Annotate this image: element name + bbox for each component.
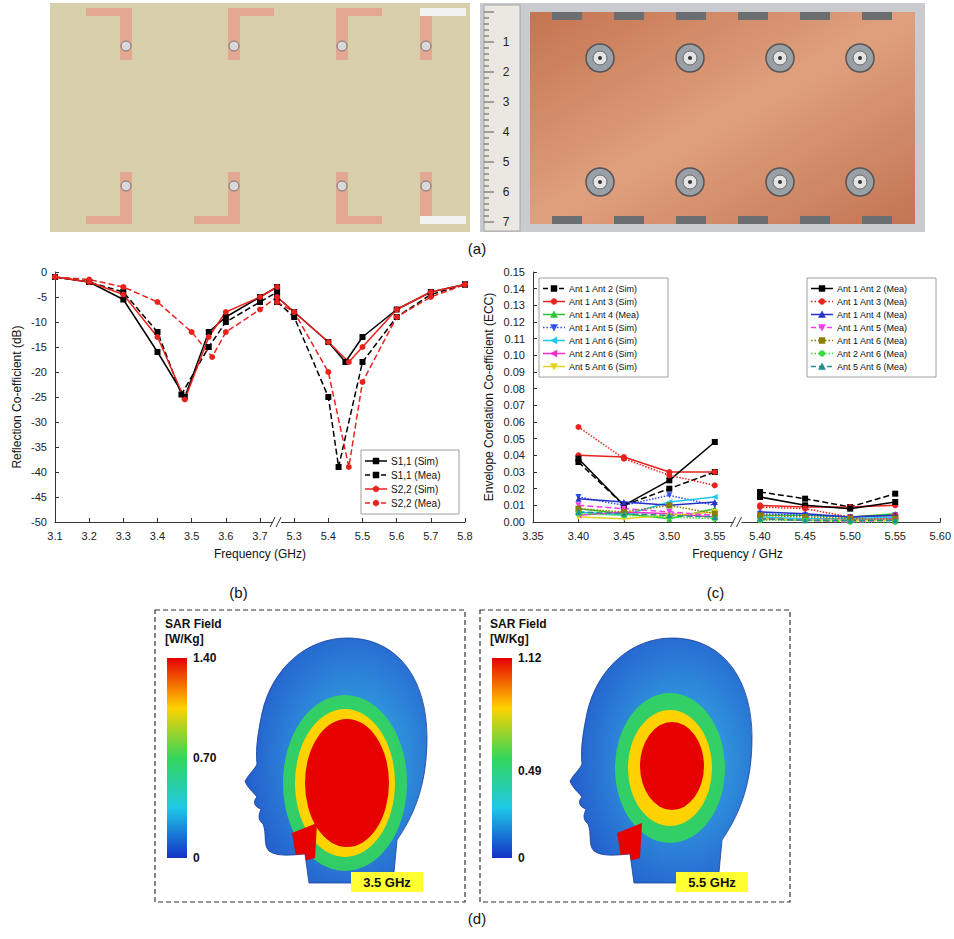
- svg-text:6: 6: [503, 185, 510, 199]
- svg-text:-40: -40: [31, 466, 47, 478]
- svg-text:0: 0: [41, 266, 47, 278]
- svg-text:-50: -50: [31, 516, 47, 528]
- svg-text:Ant 5 Ant 6 (Sim): Ant 5 Ant 6 (Sim): [569, 362, 637, 372]
- svg-text:SAR Field: SAR Field: [490, 617, 547, 631]
- svg-text:3: 3: [503, 95, 510, 109]
- svg-text:1.12: 1.12: [518, 651, 542, 665]
- svg-text:0.01: 0.01: [504, 499, 525, 511]
- svg-text:5.5 GHz: 5.5 GHz: [688, 875, 736, 890]
- svg-text:5.4: 5.4: [321, 530, 336, 542]
- svg-text:5.6: 5.6: [389, 530, 404, 542]
- svg-text:3.6: 3.6: [218, 530, 233, 542]
- svg-text:3.45: 3.45: [613, 530, 634, 542]
- svg-text:-15: -15: [31, 341, 47, 353]
- svg-text:5.60: 5.60: [930, 530, 951, 542]
- svg-text:5.5: 5.5: [355, 530, 370, 542]
- svg-text:5.7: 5.7: [423, 530, 438, 542]
- svg-text:Ant 1 Ant 4 (Mea): Ant 1 Ant 4 (Mea): [569, 310, 639, 320]
- svg-text:1.40: 1.40: [193, 651, 217, 665]
- svg-text:0.10: 0.10: [504, 349, 525, 361]
- svg-text:Ant 1 Ant 3 (Sim): Ant 1 Ant 3 (Sim): [569, 297, 637, 307]
- svg-text:S2,2 (Mea): S2,2 (Mea): [391, 498, 440, 509]
- svg-text:3.7: 3.7: [252, 530, 267, 542]
- html-text:(b): (b): [229, 584, 248, 601]
- svg-text:-45: -45: [31, 491, 47, 503]
- svg-text:0.05: 0.05: [504, 433, 525, 445]
- svg-text:0.15: 0.15: [504, 266, 525, 278]
- svg-text:-35: -35: [31, 441, 47, 453]
- svg-text:5.40: 5.40: [749, 530, 770, 542]
- svg-text:5.55: 5.55: [885, 530, 906, 542]
- svg-text:0.49: 0.49: [518, 764, 542, 778]
- svg-text:Ant 1 Ant 2 (Mea): Ant 1 Ant 2 (Mea): [837, 284, 907, 294]
- svg-text:4: 4: [503, 125, 510, 139]
- svg-text:5.8: 5.8: [457, 530, 472, 542]
- svg-text:0.11: 0.11: [504, 333, 525, 345]
- svg-text:5.45: 5.45: [794, 530, 815, 542]
- html-text:(c): (c): [706, 584, 725, 601]
- svg-text:-20: -20: [31, 366, 47, 378]
- svg-text:Ant 5 Ant 6 (Mea): Ant 5 Ant 6 (Mea): [837, 362, 907, 372]
- svg-text:Ant 1 Ant 6 (Mea): Ant 1 Ant 6 (Mea): [837, 336, 907, 346]
- svg-text:-5: -5: [37, 291, 47, 303]
- svg-text:5.3: 5.3: [287, 530, 302, 542]
- svg-text:0: 0: [193, 851, 200, 865]
- svg-text:0.00: 0.00: [504, 516, 525, 528]
- svg-text:0.12: 0.12: [504, 316, 525, 328]
- svg-text:3.2: 3.2: [82, 530, 97, 542]
- svg-text:0.70: 0.70: [193, 751, 217, 765]
- svg-text:Ant 1 Ant 6 (Sim): Ant 1 Ant 6 (Sim): [569, 336, 637, 346]
- svg-text:1: 1: [503, 35, 510, 49]
- svg-text:7: 7: [503, 215, 510, 229]
- svg-text:(d): (d): [468, 910, 486, 927]
- svg-text:Reflection Co-efficient (dB): Reflection Co-efficient (dB): [10, 325, 24, 468]
- svg-text:2: 2: [503, 65, 510, 79]
- svg-text:Ant 1 Ant 2 (Sim): Ant 1 Ant 2 (Sim): [569, 284, 637, 294]
- svg-text:[W/Kg]: [W/Kg]: [490, 632, 529, 646]
- svg-text:0.14: 0.14: [504, 283, 525, 295]
- svg-text:3.35: 3.35: [522, 530, 543, 542]
- svg-text:S2,2 (Sim): S2,2 (Sim): [391, 484, 438, 495]
- svg-text:5.50: 5.50: [839, 530, 860, 542]
- svg-text:3.40: 3.40: [568, 530, 589, 542]
- svg-text:0.04: 0.04: [504, 449, 525, 461]
- svg-text:0.06: 0.06: [504, 416, 525, 428]
- svg-text:3.5 GHz: 3.5 GHz: [363, 875, 411, 890]
- svg-text:0.13: 0.13: [504, 299, 525, 311]
- svg-text:Ant 2 Ant 6 (Sim): Ant 2 Ant 6 (Sim): [569, 349, 637, 359]
- svg-text:Envelope Corelation Co-efficie: Envelope Corelation Co-efficient (ECC): [482, 293, 496, 502]
- svg-text:Ant 1 Ant 5 (Sim): Ant 1 Ant 5 (Sim): [569, 323, 637, 333]
- svg-text:3.50: 3.50: [659, 530, 680, 542]
- svg-text:0.03: 0.03: [504, 466, 525, 478]
- svg-text:3.1: 3.1: [47, 530, 62, 542]
- svg-text:(a): (a): [468, 240, 486, 257]
- svg-text:Ant 1 Ant 4 (Mea): Ant 1 Ant 4 (Mea): [837, 310, 907, 320]
- svg-text:Ant 1 Ant 5 (Mea): Ant 1 Ant 5 (Mea): [837, 323, 907, 333]
- svg-text:0.08: 0.08: [504, 383, 525, 395]
- svg-text:3.55: 3.55: [704, 530, 725, 542]
- svg-text:3.4: 3.4: [150, 530, 165, 542]
- svg-text:SAR Field: SAR Field: [165, 617, 222, 631]
- svg-text:[W/Kg]: [W/Kg]: [165, 632, 204, 646]
- svg-text:-30: -30: [31, 416, 47, 428]
- svg-text:Ant 2 Ant 6 (Mea): Ant 2 Ant 6 (Mea): [837, 349, 907, 359]
- svg-text:0.09: 0.09: [504, 366, 525, 378]
- svg-text:-10: -10: [31, 316, 47, 328]
- svg-text:S1,1 (Sim): S1,1 (Sim): [391, 456, 438, 467]
- svg-text:3.5: 3.5: [184, 530, 199, 542]
- svg-text:3.3: 3.3: [116, 530, 131, 542]
- svg-text:Ant 1 Ant 3 (Mea): Ant 1 Ant 3 (Mea): [837, 297, 907, 307]
- svg-text:5: 5: [503, 155, 510, 169]
- svg-text:0.02: 0.02: [504, 483, 525, 495]
- svg-text:Frequency / GHz: Frequency / GHz: [692, 547, 783, 561]
- svg-text:-25: -25: [31, 391, 47, 403]
- svg-text:Frequency (GHz): Frequency (GHz): [214, 547, 306, 561]
- svg-text:0.07: 0.07: [504, 399, 525, 411]
- svg-text:S1,1 (Mea): S1,1 (Mea): [391, 470, 440, 481]
- svg-text:0: 0: [518, 851, 525, 865]
